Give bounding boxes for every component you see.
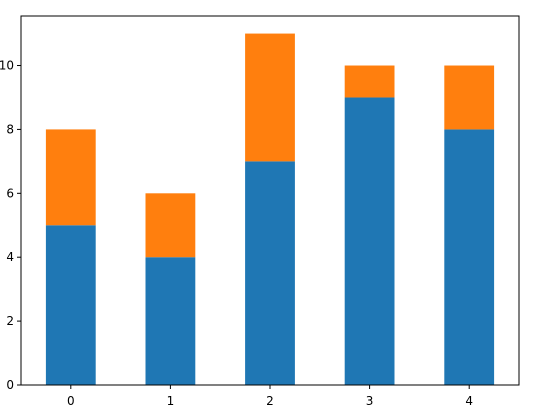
y-tick-label: 0 (6, 378, 14, 392)
y-tick-label: 6 (6, 186, 14, 200)
bar-series-0-category-0 (45, 225, 96, 385)
bar-series-0-category-3 (344, 97, 395, 385)
x-tick-label: 4 (465, 394, 473, 408)
bar-series-1-category-3 (344, 65, 395, 98)
bar-series-0-category-1 (145, 257, 196, 385)
x-tick-label: 1 (167, 394, 175, 408)
y-axis: 0 2 4 6 8 10 (0, 59, 21, 392)
bar-series-1-category-4 (444, 65, 495, 130)
y-tick-label: 8 (6, 122, 14, 136)
bars-group (45, 33, 495, 385)
y-tick-label: 10 (0, 59, 14, 73)
y-tick-label: 2 (6, 314, 14, 328)
x-tick-label: 2 (266, 394, 274, 408)
x-axis: 0 1 2 3 4 (67, 385, 473, 408)
plot-frame (20, 15, 520, 386)
bar-series-0-category-4 (444, 129, 495, 385)
y-tick-label: 4 (6, 250, 14, 264)
x-tick-label: 0 (67, 394, 75, 408)
bar-series-1-category-2 (245, 33, 295, 162)
bar-series-0-category-2 (245, 161, 295, 385)
bar-series-1-category-0 (45, 129, 96, 226)
bar-series-1-category-1 (145, 193, 196, 258)
x-tick-label: 3 (366, 394, 374, 408)
